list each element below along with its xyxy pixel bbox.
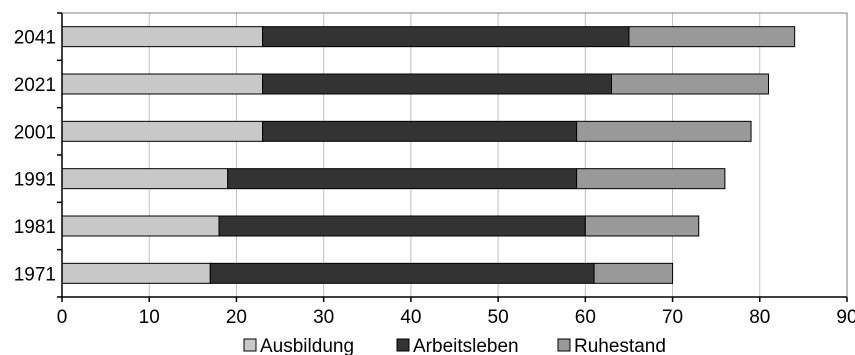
bar-segment-ausbildung-1991: [61, 168, 229, 190]
x-tick-label: 50: [488, 307, 509, 328]
x-tick-label: 90: [836, 307, 855, 328]
legend-label-ausbildung: Ausbildung: [260, 336, 354, 355]
legend-swatch-ausbildung: [243, 338, 257, 352]
x-tick-label: 60: [575, 307, 596, 328]
bar-segment-ruhestand-1971: [593, 262, 674, 284]
bar-segment-ausbildung-1971: [61, 262, 211, 284]
y-tick-label: 1971: [14, 264, 56, 285]
bar-segment-ruhestand-2041: [628, 26, 796, 48]
y-tick-label: 1991: [14, 170, 56, 191]
legend: Ausbildung Arbeitsleben Ruhestand: [243, 336, 666, 355]
bar-segment-arbeitsleben-1991: [227, 168, 578, 190]
bars: [61, 26, 796, 284]
bar-segment-ruhestand-1991: [576, 168, 726, 190]
bar-segment-arbeitsleben-2021: [262, 73, 612, 95]
x-tick-label: 70: [662, 307, 683, 328]
legend-swatch-arbeitsleben: [396, 338, 410, 352]
x-tick-label: 30: [313, 307, 334, 328]
axes: [57, 12, 848, 302]
y-tick-label: 1981: [14, 217, 56, 238]
bar-segment-ruhestand-2001: [576, 120, 752, 142]
legend-label-arbeitsleben: Arbeitsleben: [413, 336, 519, 355]
y-tick-label: 2041: [14, 28, 56, 49]
bar-segment-arbeitsleben-2001: [262, 120, 578, 142]
x-tick-label: 80: [749, 307, 770, 328]
bar-segment-ausbildung-2041: [61, 26, 264, 48]
x-tick-label: 40: [400, 307, 421, 328]
bar-segment-ausbildung-2001: [61, 120, 264, 142]
x-tick-label: 10: [139, 307, 160, 328]
gridlines: [148, 13, 848, 297]
x-tick-labels: 0 10 20 30 40 50 60 70 80 90: [57, 307, 855, 328]
y-tick-labels: 1971 1981 1991 2001 2021 2041: [14, 28, 56, 286]
x-tick-label: 0: [57, 307, 68, 328]
bar-segment-arbeitsleben-1971: [209, 262, 595, 284]
bar-segment-ausbildung-1981: [61, 215, 220, 237]
bar-segment-ruhestand-1981: [584, 215, 700, 237]
y-tick-label: 2021: [14, 75, 56, 96]
x-tick-label: 20: [226, 307, 247, 328]
bar-segment-ausbildung-2021: [61, 73, 264, 95]
plot-area-frame: [61, 12, 848, 298]
bar-segment-arbeitsleben-2041: [262, 26, 630, 48]
y-tick-label: 2001: [14, 122, 56, 143]
legend-label-ruhestand: Ruhestand: [574, 336, 666, 355]
bar-segment-ruhestand-2021: [611, 73, 769, 95]
legend-swatch-ruhestand: [557, 338, 571, 352]
bar-segment-arbeitsleben-1981: [218, 215, 586, 237]
